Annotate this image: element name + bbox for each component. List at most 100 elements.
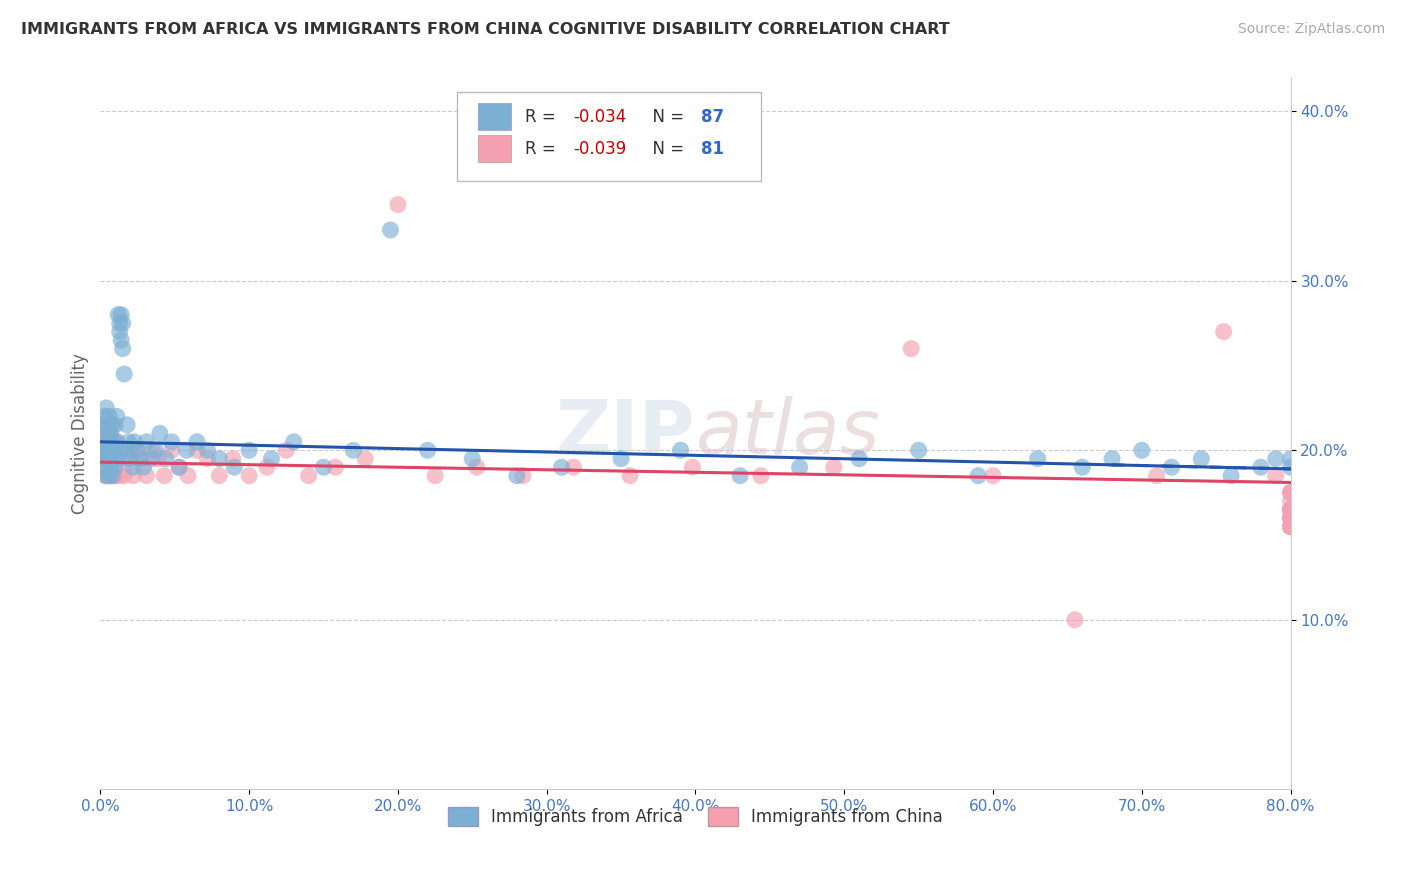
Point <box>115 417 138 432</box>
Point <box>94 460 117 475</box>
Point <box>1063 613 1085 627</box>
Point <box>112 468 135 483</box>
Point <box>1264 451 1286 466</box>
Point <box>1189 451 1212 466</box>
Point <box>124 434 146 449</box>
Point <box>107 451 129 466</box>
Point <box>1264 468 1286 483</box>
Point <box>101 443 124 458</box>
Point <box>900 342 922 356</box>
Point <box>197 451 219 466</box>
Point <box>967 468 990 483</box>
Point <box>98 451 121 466</box>
Point <box>380 223 402 237</box>
Point <box>114 443 136 458</box>
Point <box>121 443 143 458</box>
Point <box>96 468 118 483</box>
Point <box>98 434 121 449</box>
Point <box>101 417 124 432</box>
Point <box>1279 502 1302 516</box>
Point <box>104 460 127 475</box>
Text: 87: 87 <box>702 108 724 126</box>
Point <box>423 468 446 483</box>
Point <box>1279 519 1302 533</box>
FancyBboxPatch shape <box>478 103 510 130</box>
Point <box>101 417 124 432</box>
Point <box>108 325 131 339</box>
Point <box>222 451 245 466</box>
Point <box>96 426 118 441</box>
Point <box>104 417 127 432</box>
Point <box>669 443 692 458</box>
Point <box>197 443 219 458</box>
Point <box>354 451 377 466</box>
Text: N =: N = <box>643 140 689 158</box>
Point <box>132 460 155 475</box>
Point <box>131 451 153 466</box>
Point <box>110 443 132 458</box>
Point <box>108 316 131 330</box>
Point <box>208 451 231 466</box>
Point <box>186 434 208 449</box>
Point <box>101 468 124 483</box>
Point <box>1279 511 1302 525</box>
Point <box>122 468 145 483</box>
Point <box>108 468 131 483</box>
FancyBboxPatch shape <box>457 92 761 181</box>
Point <box>276 443 298 458</box>
Point <box>135 468 157 483</box>
Point <box>1279 451 1302 466</box>
Point <box>149 426 172 441</box>
Point <box>110 308 132 322</box>
Point <box>461 451 484 466</box>
Point <box>512 468 534 483</box>
Text: atlas: atlas <box>696 396 880 470</box>
Point <box>823 460 845 475</box>
Point <box>135 434 157 449</box>
Point <box>120 451 142 466</box>
Point <box>1160 460 1182 475</box>
Point <box>610 451 633 466</box>
Point <box>111 342 134 356</box>
Y-axis label: Cognitive Disability: Cognitive Disability <box>72 353 89 514</box>
Point <box>1279 485 1302 500</box>
Point <box>749 468 772 483</box>
Point <box>506 468 529 483</box>
Point <box>100 468 122 483</box>
Point <box>1212 325 1234 339</box>
Point <box>387 197 409 211</box>
Point <box>103 451 125 466</box>
Point <box>260 451 283 466</box>
Point <box>103 468 125 483</box>
Point <box>177 468 200 483</box>
Point <box>728 468 751 483</box>
Point <box>312 460 335 475</box>
Point <box>1279 494 1302 508</box>
Point <box>148 451 170 466</box>
Point <box>120 451 142 466</box>
Point <box>104 451 127 466</box>
Text: R =: R = <box>526 140 561 158</box>
Point <box>98 426 121 441</box>
Text: Source: ZipAtlas.com: Source: ZipAtlas.com <box>1237 22 1385 37</box>
Point <box>1279 511 1302 525</box>
Point <box>1279 485 1302 500</box>
Text: -0.034: -0.034 <box>572 108 626 126</box>
Point <box>160 434 183 449</box>
Point <box>100 434 122 449</box>
Point <box>98 468 121 483</box>
Point <box>145 443 167 458</box>
Point <box>238 468 260 483</box>
Text: ZIP: ZIP <box>555 396 696 470</box>
Point <box>127 443 149 458</box>
Point <box>111 451 134 466</box>
Point <box>91 434 114 449</box>
Point <box>110 333 132 347</box>
Point <box>127 443 149 458</box>
Point <box>96 426 118 441</box>
Point <box>176 443 198 458</box>
Point <box>97 443 120 458</box>
Point <box>97 443 120 458</box>
Point <box>105 409 128 424</box>
Point <box>94 417 117 432</box>
